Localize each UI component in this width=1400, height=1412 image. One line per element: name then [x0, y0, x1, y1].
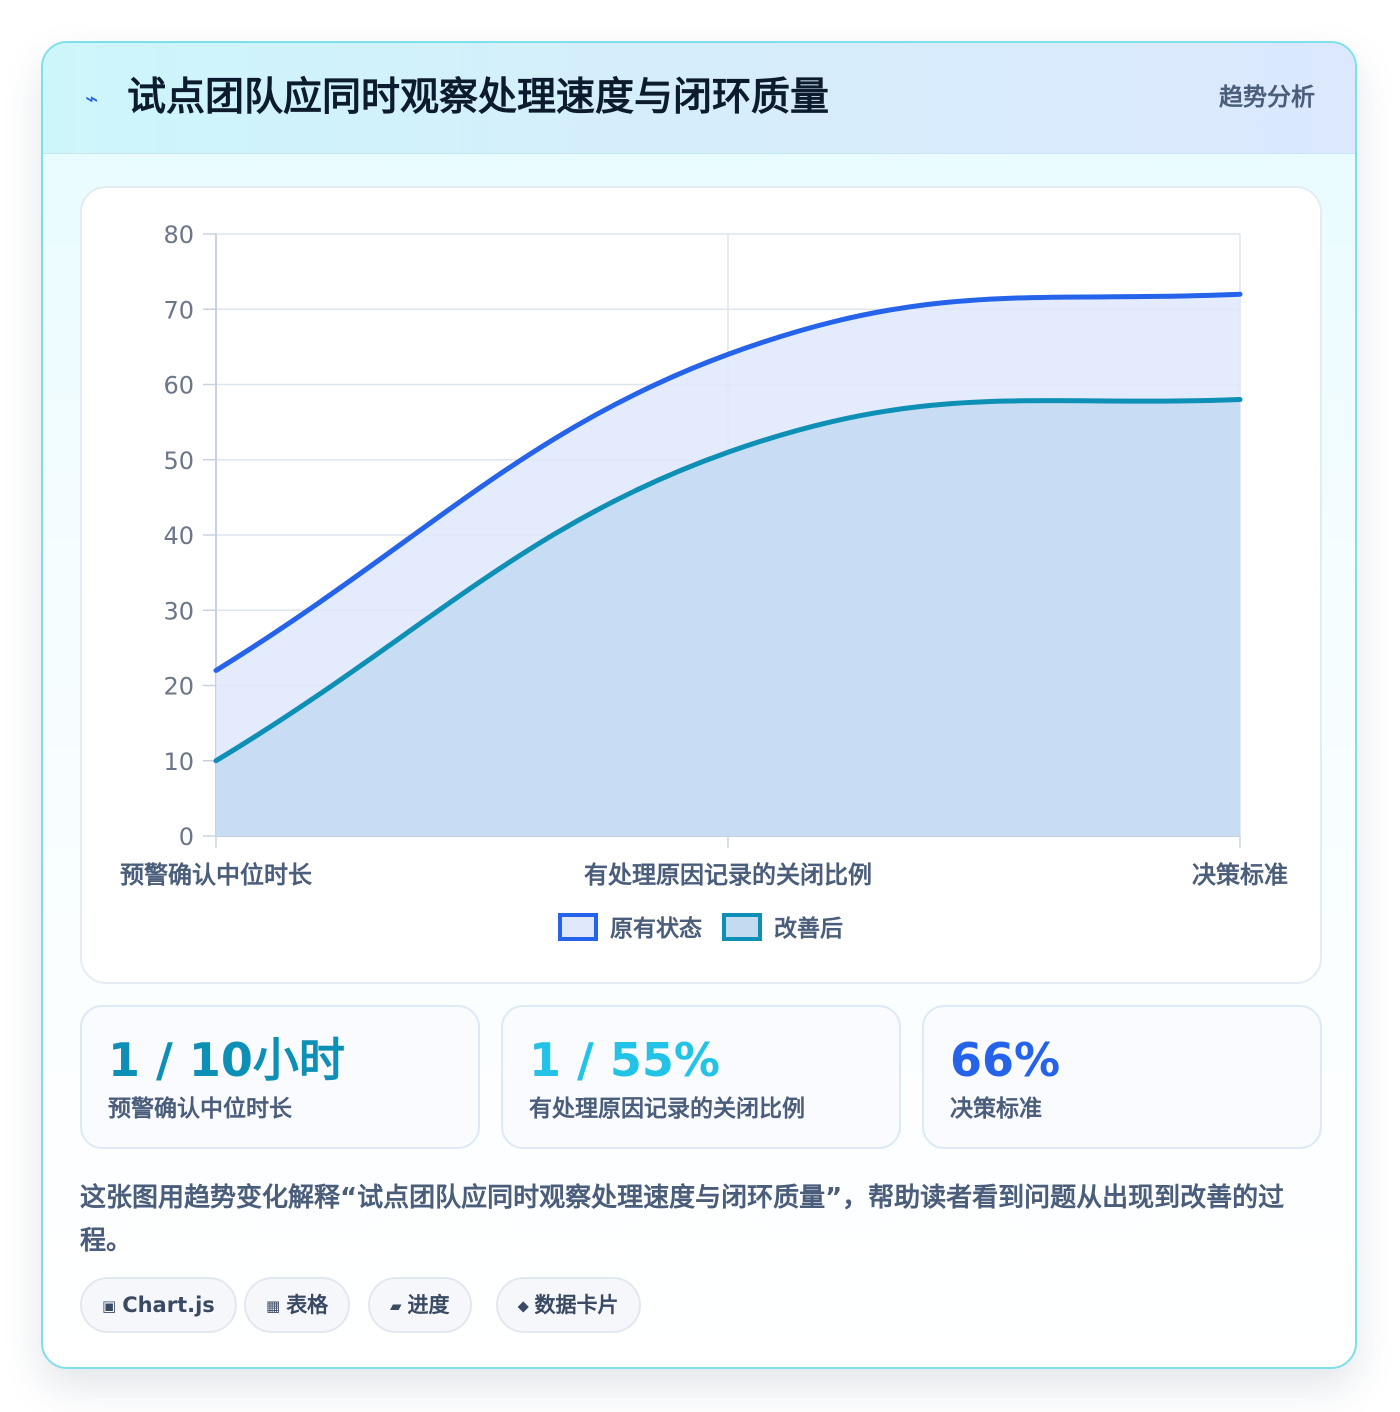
- chart-icon: ▣: [102, 1297, 117, 1315]
- stat-card-1: 1 / 10小时 预警确认中位时长: [80, 1005, 480, 1149]
- chart-panel: 0 10 20 30 40 50 60 70 80 预警确认中位时长 有处理原因记录的关闭比例 决策标…: [80, 186, 1322, 984]
- series-line-2: [213, 397, 1243, 764]
- chip-chartjs[interactable]: ▣ Chart.js: [80, 1277, 237, 1333]
- stat-label: 预警确认中位时长: [108, 1096, 292, 1122]
- y-tick-label: 10: [163, 748, 194, 776]
- table-icon: ▦: [266, 1297, 281, 1315]
- chart-description: 这张图用趋势变化解释“试点团队应同时观察处理速度与闭环质量”，帮助读者看到问题从…: [80, 1183, 1285, 1256]
- stat-value: 1 / 10小时: [108, 1033, 345, 1087]
- stat-label: 有处理原因记录的关闭比例: [529, 1096, 805, 1122]
- x-tick-label: 决策标准: [1192, 861, 1288, 889]
- legend-label: 改善后: [774, 915, 843, 942]
- chip-label: 进度: [407, 1293, 450, 1317]
- y-tick-label: 30: [163, 597, 194, 625]
- series-line-1: [213, 291, 1243, 673]
- stat-value: 1 / 55%: [529, 1033, 720, 1087]
- y-tick-label: 0: [179, 823, 194, 851]
- y-tick-label: 70: [163, 296, 194, 324]
- chip-label: Chart.js: [122, 1293, 215, 1317]
- legend-label: 原有状态: [610, 915, 702, 942]
- lightning-icon: ⌁: [85, 87, 99, 112]
- progress-icon: ▰: [390, 1297, 402, 1315]
- chip-data-card[interactable]: ⬥ 数据卡片: [496, 1277, 641, 1333]
- chip-progress[interactable]: ▰ 进度: [368, 1277, 472, 1333]
- chip-label: 数据卡片: [534, 1293, 619, 1317]
- stat-label: 决策标准: [950, 1096, 1042, 1122]
- stat-card-3: 66% 决策标准: [922, 1005, 1322, 1149]
- stat-value: 66%: [950, 1033, 1061, 1087]
- legend-swatch: [722, 913, 762, 941]
- chip-label: 表格: [286, 1293, 329, 1317]
- y-tick-label: 50: [163, 447, 194, 475]
- x-tick-label: 预警确认中位时长: [120, 861, 313, 889]
- card-icon: ⬥: [518, 1297, 529, 1315]
- series-area-2: [216, 399, 1240, 836]
- legend-swatch: [558, 913, 598, 941]
- card-header: ⌁ 试点团队应同时观察处理速度与闭环质量 趋势分析: [43, 43, 1355, 154]
- y-tick-label: 60: [163, 372, 194, 400]
- y-tick-label: 80: [163, 221, 194, 249]
- y-tick-label: 40: [163, 522, 194, 550]
- main-card: ⌁ 试点团队应同时观察处理速度与闭环质量 趋势分析 0 10 20 30 40 50 60 7…: [41, 41, 1357, 1369]
- x-tick-label: 有处理原因记录的关闭比例: [584, 861, 872, 889]
- chip-table[interactable]: ▦ 表格: [244, 1277, 351, 1333]
- header-tag: 趋势分析: [1219, 83, 1315, 111]
- stat-card-2: 1 / 55% 有处理原因记录的关闭比例: [501, 1005, 901, 1149]
- page-title: 试点团队应同时观察处理速度与闭环质量: [127, 75, 830, 120]
- area-chart: 0 10 20 30 40 50 60 70 80 预警确认中位时长 有处理原因记录的关闭比例 决策标…: [120, 221, 1288, 942]
- y-tick-label: 20: [163, 673, 194, 701]
